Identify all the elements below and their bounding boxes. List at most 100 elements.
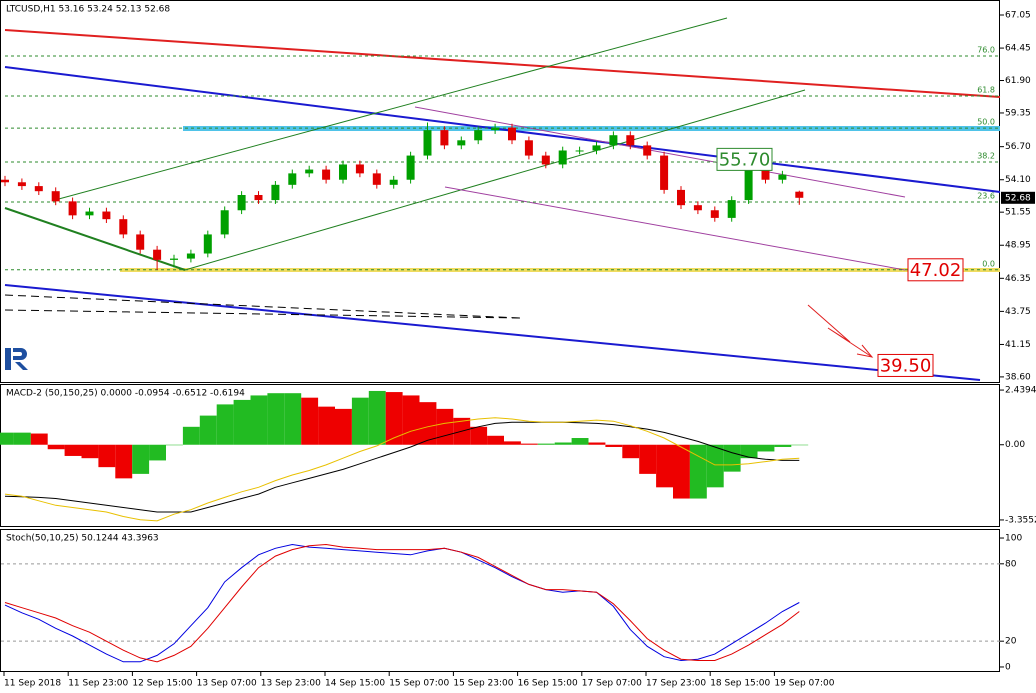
- arrow-head: [856, 344, 874, 358]
- candle-body: [744, 169, 753, 201]
- macd-bar: [64, 444, 82, 456]
- macd-bar: [13, 432, 31, 445]
- macd-bar: [723, 444, 741, 472]
- candle-body: [271, 184, 280, 201]
- candle-body: [406, 155, 415, 180]
- trendline: [4, 66, 1001, 193]
- current-price-label: 52.68: [1005, 193, 1031, 203]
- macd-bar: [233, 399, 251, 445]
- y-tick-label: 41.15: [1005, 340, 1031, 350]
- candle-body: [795, 191, 804, 198]
- macd-bar: [774, 444, 792, 447]
- candle-body: [524, 140, 533, 156]
- x-tick-label: 13 Sep 23:00: [261, 679, 321, 689]
- macd-bar: [284, 393, 302, 445]
- logo: [5, 348, 28, 370]
- macd-bar: [47, 444, 65, 450]
- macd-bar: [419, 402, 437, 445]
- candle-body: [220, 210, 229, 235]
- candle-body: [626, 135, 635, 146]
- candle-body: [609, 135, 618, 146]
- trendline: [54, 17, 728, 201]
- candle-body: [693, 205, 702, 211]
- macd-bar: [250, 395, 268, 445]
- x-tick-label: 19 Sep 07:00: [774, 679, 834, 689]
- macd-bar: [436, 408, 454, 445]
- candle-body: [17, 182, 26, 187]
- macd-bar: [199, 415, 217, 445]
- fib-label: 23.6: [977, 191, 995, 200]
- stoch-title: Stoch(50,10,25) 50.1244 43.3963: [6, 534, 159, 544]
- logo-part: [13, 348, 27, 360]
- macd-bar: [351, 397, 369, 445]
- macd-bar: [504, 441, 521, 445]
- macd-bar: [267, 393, 285, 445]
- candle-body: [592, 145, 601, 151]
- candle-body: [136, 234, 145, 250]
- trendline: [4, 309, 521, 319]
- candle-body: [68, 201, 77, 216]
- y-tick-label: 100: [1005, 534, 1022, 544]
- macd-bar: [605, 444, 623, 447]
- candle-body: [761, 169, 770, 180]
- macd-bar: [588, 442, 606, 445]
- macd-bar: [402, 395, 420, 445]
- trendline: [4, 294, 521, 319]
- candle-body: [34, 186, 43, 192]
- current-price-box: [1001, 191, 1035, 204]
- y-tick-label: 80: [1005, 559, 1017, 569]
- macd-bar: [622, 444, 640, 459]
- macd-bar: [132, 444, 150, 474]
- candle-body: [541, 155, 550, 165]
- y-tick-label: 48.95: [1005, 241, 1031, 251]
- candle-body: [457, 140, 466, 146]
- candle-body: [491, 127, 500, 131]
- macd-bar: [470, 426, 488, 445]
- candle-body: [710, 210, 719, 218]
- candle-body: [727, 200, 736, 218]
- candle-body: [339, 164, 347, 180]
- candle-body: [474, 130, 483, 141]
- candle-body: [170, 258, 178, 260]
- stoch-line: [4, 543, 800, 663]
- candle-body: [119, 219, 128, 235]
- trendline: [414, 106, 906, 198]
- y-tick-label: 43.75: [1005, 307, 1031, 317]
- price-label: 39.50: [880, 355, 932, 376]
- price-label-box: [716, 147, 773, 171]
- stoch-panel: [0, 529, 1000, 672]
- y-tick-label: 56.70: [1005, 142, 1031, 152]
- candle-body: [322, 169, 331, 180]
- price-label-box: [907, 258, 964, 282]
- fib-label: 0.0: [982, 259, 995, 268]
- logo-part: [5, 348, 11, 370]
- y-tick-label: 38.60: [1005, 372, 1031, 382]
- x-tick-label: 11 Sep 2018: [4, 679, 61, 689]
- fib-label: 76.0: [977, 45, 995, 54]
- y-tick-label: 61.90: [1005, 76, 1031, 86]
- macd-bar: [487, 435, 504, 445]
- y-tick-label: 64.45: [1005, 44, 1031, 54]
- macd-bar: [81, 444, 99, 459]
- candle-body: [372, 173, 381, 185]
- macd-bar: [757, 444, 775, 452]
- fib-label: 38.2: [977, 152, 995, 161]
- x-tick-label: 15 Sep 23:00: [453, 679, 513, 689]
- macd-bar: [166, 444, 183, 446]
- candle-body: [778, 174, 787, 180]
- macd-bar: [554, 442, 572, 445]
- candle-body: [1, 179, 9, 183]
- macd-bar: [571, 438, 589, 445]
- macd-bar: [335, 408, 352, 445]
- candle-body: [102, 211, 111, 220]
- candle-body: [508, 127, 516, 141]
- trendline: [184, 89, 806, 271]
- x-tick-label: 11 Sep 23:00: [68, 679, 128, 689]
- macd-bar: [98, 444, 116, 468]
- macd-bar: [791, 444, 809, 446]
- macd-line: [4, 417, 800, 522]
- macd-bar: [520, 443, 538, 445]
- candle-body: [51, 191, 60, 202]
- candle-body: [575, 150, 584, 152]
